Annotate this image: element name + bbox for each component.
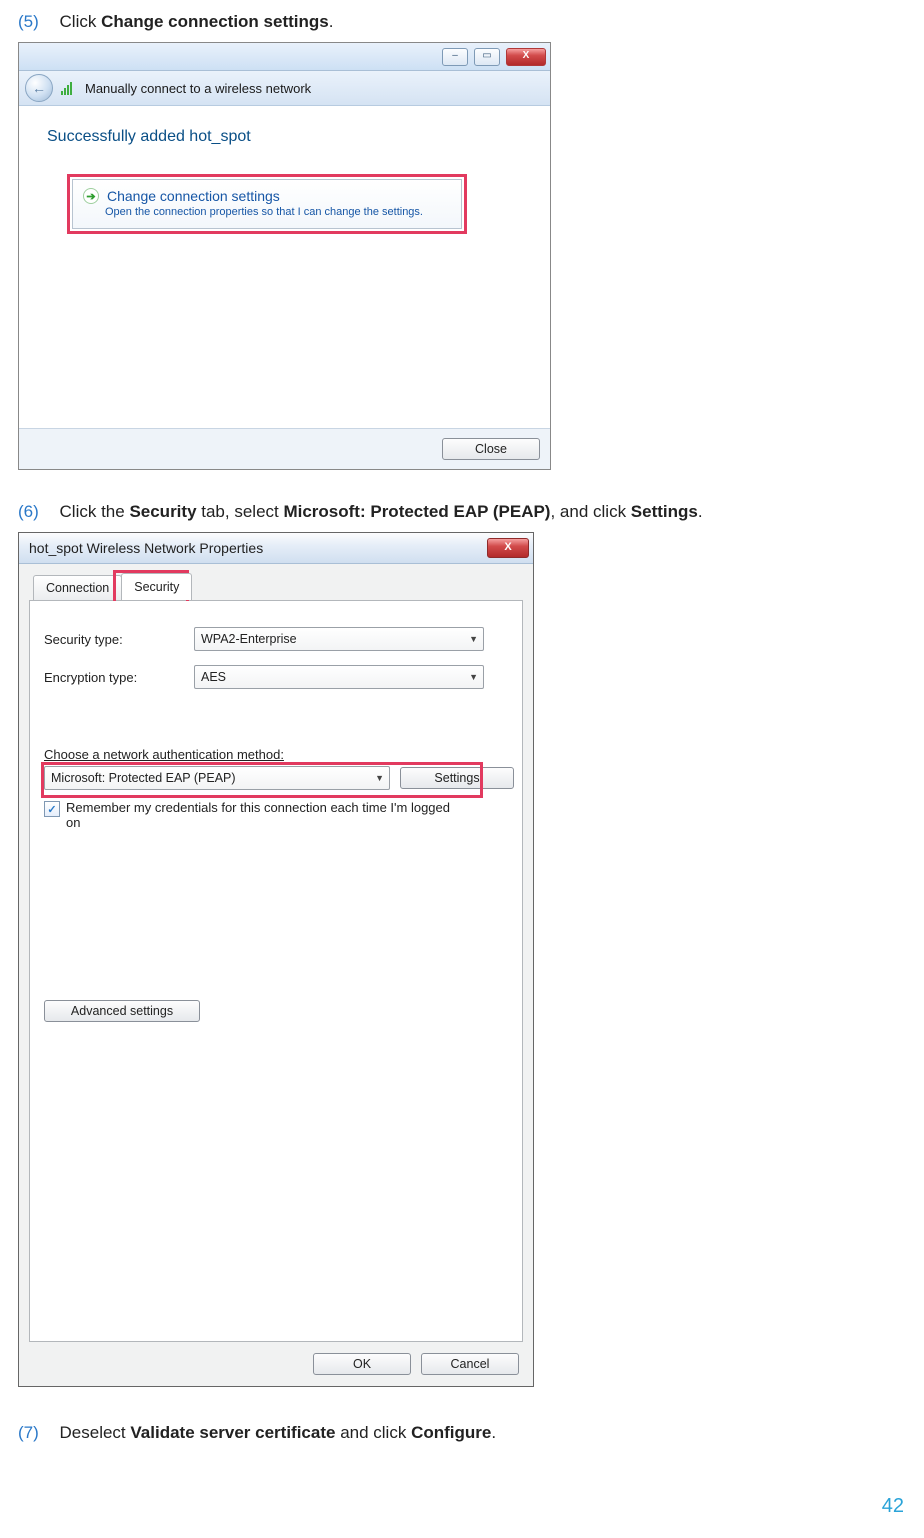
change-settings-desc: Open the connection properties so that I… [105, 206, 451, 218]
close-button[interactable]: X [487, 538, 529, 558]
window-footer: Close [19, 428, 550, 469]
ok-button[interactable]: OK [313, 1353, 411, 1375]
t: . [698, 502, 703, 521]
back-button[interactable]: ← [25, 74, 53, 102]
window-footer: OK Cancel [19, 1342, 533, 1386]
titlebar: hot_spot Wireless Network Properties X [19, 533, 533, 564]
auth-method-combo[interactable]: Microsoft: Protected EAP (PEAP) [44, 766, 390, 790]
t: tab, select [197, 502, 284, 521]
encryption-type-combo[interactable]: AES [194, 665, 484, 689]
t: Microsoft: Protected EAP (PEAP) [283, 502, 550, 521]
encryption-type-label: Encryption type: [44, 670, 194, 685]
step-number: (5) [18, 12, 39, 31]
breadcrumb-text: Manually connect to a wireless network [85, 81, 311, 96]
success-heading: Successfully added hot_spot [47, 128, 522, 146]
t: Validate server certificate [130, 1423, 335, 1442]
step-text-bold: Change connection settings [101, 12, 329, 31]
page-number: 42 [882, 1495, 904, 1518]
change-settings-link[interactable]: ➔ Change connection settings [83, 188, 451, 204]
remember-checkbox[interactable]: ✓ [44, 801, 60, 817]
tab-bar: Connection Security [29, 572, 523, 601]
t: Configure [411, 1423, 491, 1442]
settings-button[interactable]: Settings [400, 767, 514, 789]
security-type-row: Security type: WPA2-Enterprise [44, 627, 508, 651]
titlebar: – ▭ X [19, 43, 550, 71]
t: , and click [550, 502, 630, 521]
step-text-post: . [329, 12, 334, 31]
minimize-button[interactable]: – [442, 48, 468, 66]
encryption-type-row: Encryption type: AES [44, 665, 508, 689]
close-dialog-button[interactable]: Close [442, 438, 540, 460]
step-5: (5) Click Change connection settings. [18, 12, 906, 32]
auth-method-row: Microsoft: Protected EAP (PEAP) Settings [44, 766, 508, 790]
t: Click the [60, 502, 130, 521]
window-body: Successfully added hot_spot ➔ Change con… [19, 106, 550, 428]
step-number: (7) [18, 1423, 39, 1442]
step-number: (6) [18, 502, 39, 521]
breadcrumb-bar: ← Manually connect to a wireless network [19, 71, 550, 106]
auth-method-label: Choose a network authentication method: [44, 747, 508, 762]
properties-window: hot_spot Wireless Network Properties X C… [18, 532, 534, 1387]
change-settings-label: Change connection settings [107, 188, 280, 204]
step-text-pre: Click [60, 12, 102, 31]
wireless-added-window: – ▭ X ← Manually connect to a wireless n… [18, 42, 551, 470]
change-settings-card[interactable]: ➔ Change connection settings Open the co… [72, 179, 462, 229]
step-6: (6) Click the Security tab, select Micro… [18, 502, 906, 522]
security-panel: Security type: WPA2-Enterprise Encryptio… [29, 601, 523, 1342]
remember-label: Remember my credentials for this connect… [66, 800, 454, 830]
window-title: hot_spot Wireless Network Properties [29, 540, 263, 556]
security-type-label: Security type: [44, 632, 194, 647]
t: and click [335, 1423, 411, 1442]
wifi-signal-icon [61, 81, 77, 95]
highlight-box: ➔ Change connection settings Open the co… [67, 174, 467, 234]
t: Security [129, 502, 196, 521]
back-arrow-icon: ← [32, 80, 46, 96]
close-button[interactable]: X [506, 48, 546, 66]
advanced-settings-button[interactable]: Advanced settings [44, 1000, 200, 1022]
arrow-right-icon: ➔ [83, 188, 99, 204]
t: . [491, 1423, 496, 1442]
tab-connection[interactable]: Connection [33, 575, 122, 600]
step-7: (7) Deselect Validate server certificate… [18, 1423, 906, 1443]
security-type-combo[interactable]: WPA2-Enterprise [194, 627, 484, 651]
cancel-button[interactable]: Cancel [421, 1353, 519, 1375]
maximize-button[interactable]: ▭ [474, 48, 500, 66]
t: Deselect [60, 1423, 131, 1442]
t: Settings [631, 502, 698, 521]
window-body: Connection Security Security type: WPA2-… [19, 564, 533, 1342]
tab-security[interactable]: Security [121, 573, 192, 600]
remember-row: ✓ Remember my credentials for this conne… [44, 800, 454, 830]
